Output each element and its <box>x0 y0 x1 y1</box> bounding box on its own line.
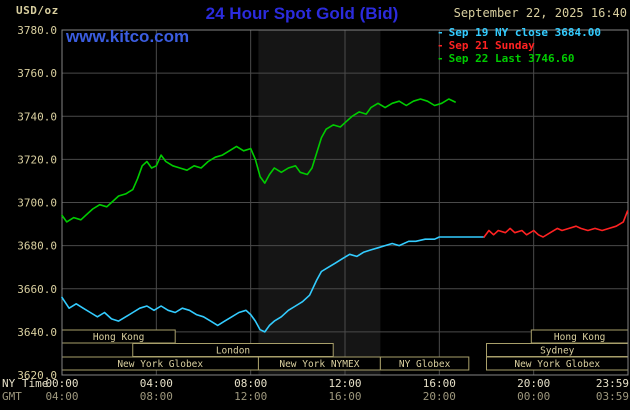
session-label: New York Globex <box>514 359 600 370</box>
x-axis-gmt-tick-label: 12:00 <box>234 390 267 403</box>
ny-time-axis-caption: NY Time <box>2 377 48 390</box>
legend-item-sep22-last: - Sep 22 Last 3746.60 <box>437 52 601 65</box>
plot-border <box>61 29 629 376</box>
x-axis-gmt-tick-label: 03:59 <box>596 390 629 403</box>
chart-title: 24 Hour Spot Gold (Bid) <box>205 4 399 23</box>
legend-label: Sep 19 NY close 3684.00 <box>448 26 601 39</box>
y-axis-tick-label: 3640.0 <box>17 326 57 339</box>
y-axis-tick-label: 3680.0 <box>17 240 57 253</box>
y-axis-units-label: USD/oz <box>16 4 59 17</box>
x-axis-gmt-tick-label: 08:00 <box>140 390 173 403</box>
x-axis-ny-tick-label: 16:00 <box>423 377 456 390</box>
y-axis-tick-label: 3660.0 <box>17 283 57 296</box>
legend-label: Sep 22 Last 3746.60 <box>448 52 575 65</box>
session-label: New York Globex <box>117 359 203 370</box>
price-line-sep22 <box>61 98 456 223</box>
x-axis-gmt-tick-label: 00:00 <box>517 390 550 403</box>
x-axis-ny-tick-label: 20:00 <box>517 377 550 390</box>
x-axis-ny-tick-label: 23:59 <box>596 377 629 390</box>
x-axis-ny-tick-label: 00:00 <box>45 377 78 390</box>
legend-label: Sep 21 Sunday <box>448 39 535 52</box>
x-axis-gmt-tick-label: 20:00 <box>423 390 456 403</box>
y-axis-tick-label: 3760.0 <box>17 67 57 80</box>
x-axis-gmt-tick-label: 04:00 <box>45 390 78 403</box>
x-axis-ny-tick-label: 08:00 <box>234 377 267 390</box>
datetime-label: September 22, 2025 16:40 <box>453 6 627 20</box>
x-axis-gmt-tick-label: 16:00 <box>328 390 361 403</box>
price-line-sep21 <box>483 210 629 238</box>
session-box-ny-globex <box>379 356 470 371</box>
legend: - Sep 19 NY close 3684.00 - Sep 21 Sunday … <box>437 26 601 65</box>
x-axis-ny-tick-label: 04:00 <box>140 377 173 390</box>
session-label: London <box>216 346 250 357</box>
session-label: NY Globex <box>399 359 451 370</box>
x-axis-ny-tick-label: 12:00 <box>328 377 361 390</box>
legend-dash-icon: - <box>437 26 444 39</box>
legend-dash-icon: - <box>437 39 444 52</box>
session-label: Hong Kong <box>93 332 144 343</box>
session-label: Hong Kong <box>554 332 605 343</box>
legend-item-sep19-close: - Sep 19 NY close 3684.00 <box>437 26 601 39</box>
session-label: New York NYMEX <box>279 359 359 370</box>
y-axis-tick-label: 3780.0 <box>17 24 57 37</box>
price-line-sep19 <box>61 236 485 333</box>
kitco-watermark-link[interactable]: www.kitco.com <box>66 27 190 46</box>
legend-dash-icon: - <box>437 52 444 65</box>
session-label: Sydney <box>540 346 575 357</box>
y-axis-tick-label: 3720.0 <box>17 153 57 166</box>
y-axis-tick-label: 3740.0 <box>17 110 57 123</box>
legend-item-sep21-sunday: - Sep 21 Sunday <box>437 39 601 52</box>
y-axis-tick-label: 3700.0 <box>17 197 57 210</box>
y-axis-tick-label: 3620.0 <box>17 369 57 382</box>
gmt-axis-caption: GMT <box>2 390 22 403</box>
